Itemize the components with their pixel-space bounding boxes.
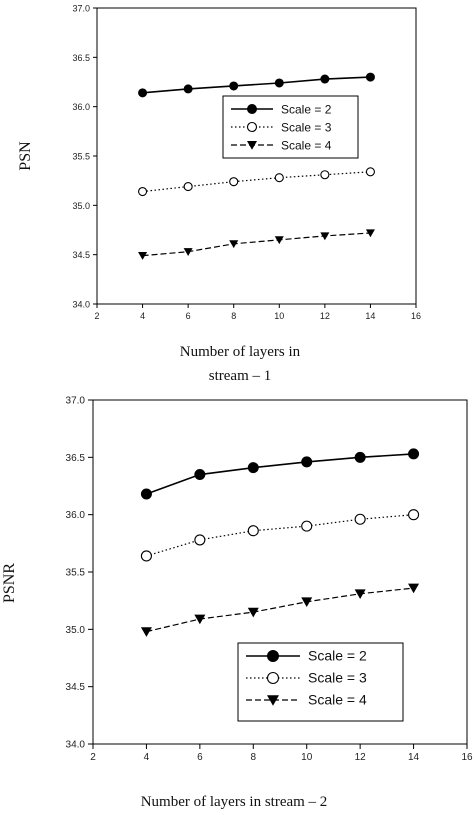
x-tick-label: 6 xyxy=(197,752,203,763)
x-axis-label: Number of layers in stream – 2 xyxy=(141,794,328,810)
x-tick-label: 6 xyxy=(186,311,191,321)
y-axis-label: PSN xyxy=(17,141,34,171)
y-axis-label: PSNR xyxy=(1,563,18,603)
data-point xyxy=(320,170,330,180)
data-point xyxy=(301,456,313,468)
y-tick-label: 34.0 xyxy=(72,300,90,310)
data-point xyxy=(229,81,239,91)
data-point xyxy=(138,186,148,197)
legend-label: Scale = 3 xyxy=(281,121,332,135)
x-tick-label: 16 xyxy=(411,311,421,321)
data-point xyxy=(365,229,375,238)
y-tick-label: 35.5 xyxy=(66,568,86,579)
chart-1: 2 4 6 8 10 12 14 16 34.0 34.5 35.0 35.5 36.0 36.5 37.0… xyxy=(17,4,421,385)
x-tick-label: 2 xyxy=(90,752,96,763)
data-point xyxy=(408,509,420,521)
legend-marker xyxy=(246,121,258,133)
data-point xyxy=(194,469,206,481)
series-line xyxy=(142,76,371,94)
y-tick-label: 34.5 xyxy=(72,250,90,260)
x-tick-label: 4 xyxy=(144,752,150,763)
data-point xyxy=(247,462,259,474)
y-tick-label: 35.5 xyxy=(72,152,90,162)
x-tick-label: 12 xyxy=(355,752,367,763)
data-point xyxy=(320,74,330,84)
series-line xyxy=(142,232,371,257)
x-tick-label: 8 xyxy=(231,311,236,321)
data-point xyxy=(274,173,284,183)
x-tick-label: 16 xyxy=(461,752,473,763)
series-line xyxy=(142,171,371,193)
y-tick-label: 37.0 xyxy=(72,4,90,14)
data-point xyxy=(247,607,259,618)
data-point xyxy=(229,177,239,187)
data-point xyxy=(408,583,420,594)
legend-label: Scale = 2 xyxy=(308,648,367,664)
data-point xyxy=(138,252,148,260)
data-point xyxy=(140,627,152,637)
x-tick-label: 10 xyxy=(301,752,313,763)
data-point xyxy=(320,232,330,241)
legend-marker xyxy=(266,671,280,685)
data-point xyxy=(229,240,239,249)
data-point xyxy=(247,525,259,537)
x-tick-label: 14 xyxy=(408,752,420,763)
data-point xyxy=(274,236,284,245)
data-point xyxy=(354,589,366,600)
data-point xyxy=(354,513,366,525)
x-tick-label: 2 xyxy=(94,311,99,321)
y-tick-label: 36.5 xyxy=(72,53,90,63)
legend-marker xyxy=(267,695,279,706)
data-point xyxy=(365,167,375,177)
data-point xyxy=(183,84,193,94)
x-tick-label: 10 xyxy=(274,311,284,321)
y-tick-label: 36.0 xyxy=(72,102,90,112)
x-tick-label: 4 xyxy=(140,311,145,321)
series-line xyxy=(146,587,414,633)
x-tick-label: 14 xyxy=(365,311,375,321)
x-tick-label: 12 xyxy=(320,311,330,321)
x-axis-label: stream – 1 xyxy=(209,368,271,384)
series-line xyxy=(146,514,414,557)
data-point xyxy=(183,182,193,192)
x-tick-label: 8 xyxy=(251,752,257,763)
y-tick-label: 35.0 xyxy=(66,625,86,636)
data-point xyxy=(274,78,284,88)
legend-label: Scale = 2 xyxy=(281,103,332,117)
legend-label: Scale = 4 xyxy=(281,139,332,153)
y-tick-label: 35.0 xyxy=(72,201,90,211)
data-point xyxy=(354,451,366,463)
chart-2: 2 4 6 8 10 12 14 16 34.0 34.5 35.0 35.5 36.0 36.5 37.0… xyxy=(1,396,473,811)
y-tick-label: 36.5 xyxy=(66,453,86,464)
y-tick-label: 37.0 xyxy=(66,396,86,407)
legend: Scale = 2 Scale = 3 Scale = 4 xyxy=(237,642,404,722)
data-point xyxy=(194,534,206,546)
data-point xyxy=(301,520,313,532)
data-point xyxy=(301,597,313,608)
x-axis-label: Number of layers in xyxy=(180,344,301,360)
legend-label: Scale = 3 xyxy=(308,670,367,686)
data-point xyxy=(365,72,375,82)
y-tick-label: 36.0 xyxy=(66,510,86,521)
data-point xyxy=(140,488,152,500)
data-point xyxy=(140,550,152,562)
data-point xyxy=(138,88,148,98)
data-point xyxy=(408,448,420,460)
y-tick-label: 34.5 xyxy=(66,682,86,693)
y-tick-label: 34.0 xyxy=(66,740,86,751)
legend-marker xyxy=(247,141,257,150)
data-point xyxy=(194,614,206,625)
data-point xyxy=(183,248,193,256)
legend: Scale = 2 Scale = 3 Scale = 4 xyxy=(222,95,359,159)
legend-marker xyxy=(267,650,279,662)
legend-box xyxy=(222,95,359,159)
legend-marker xyxy=(247,104,257,114)
legend-label: Scale = 4 xyxy=(308,692,367,708)
series-line xyxy=(146,453,414,495)
